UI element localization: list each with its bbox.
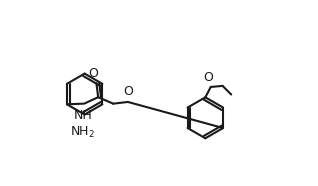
Text: O: O [204, 70, 213, 84]
Text: NH: NH [73, 109, 92, 122]
Text: NH$_2$: NH$_2$ [70, 125, 95, 140]
Text: O: O [123, 85, 133, 98]
Text: O: O [88, 67, 98, 80]
